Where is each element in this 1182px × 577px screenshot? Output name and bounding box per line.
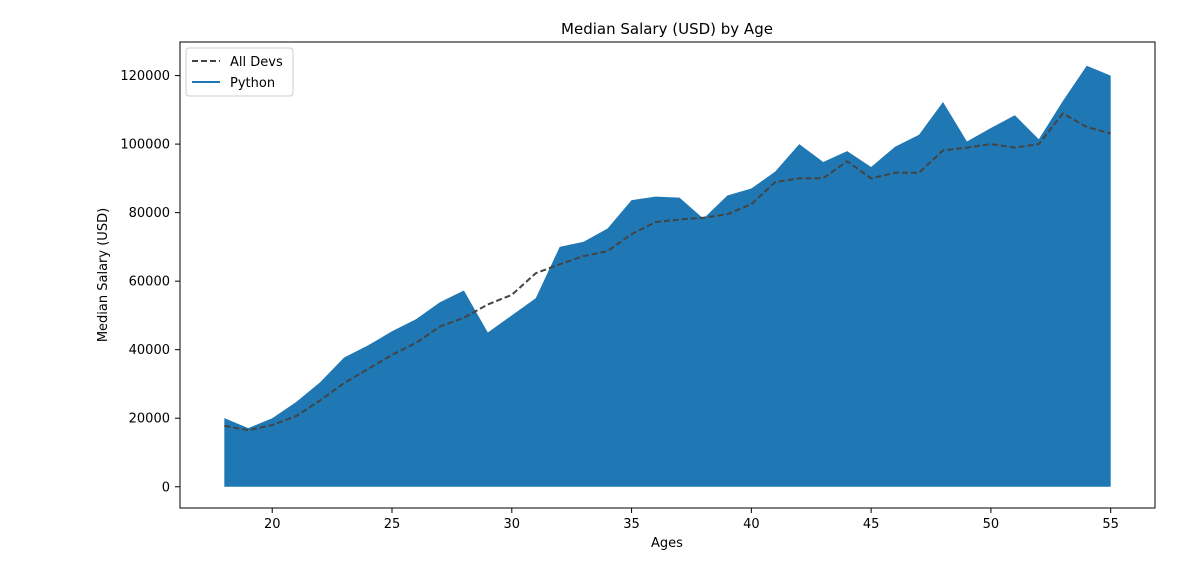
x-tick-label: 20 [264,517,281,532]
y-tick-label: 60000 [129,275,170,290]
x-tick-label: 25 [384,517,401,532]
x-tick-label: 35 [623,517,640,532]
x-axis-title: Ages [651,536,683,551]
y-axis: 0 20000 40000 60000 80000 100000 120000 [120,69,180,495]
y-tick-label: 120000 [120,69,170,84]
y-tick-label: 80000 [129,206,170,221]
plot-area [224,65,1111,487]
series-all-devs-line [224,112,1111,432]
legend-label-python: Python [230,76,275,91]
x-tick-label: 55 [1102,517,1119,532]
x-tick-label: 30 [504,517,521,532]
legend-label-all-devs: All Devs [230,55,283,70]
x-axis: 20 25 30 35 40 45 50 55 [264,508,1119,532]
x-tick-label: 50 [983,517,1000,532]
plot-frame [179,41,1156,509]
series-python-area [224,65,1111,487]
y-axis-title: Median Salary (USD) [96,208,111,342]
y-tick-label: 0 [162,480,170,495]
y-tick-label: 20000 [129,412,170,427]
x-tick-label: 45 [863,517,880,532]
x-tick-label: 40 [743,517,760,532]
legend[interactable]: All Devs Python [185,47,294,97]
y-tick-label: 40000 [129,343,170,358]
chart-title: Median Salary (USD) by Age [561,20,773,38]
y-tick-label: 100000 [120,138,170,153]
